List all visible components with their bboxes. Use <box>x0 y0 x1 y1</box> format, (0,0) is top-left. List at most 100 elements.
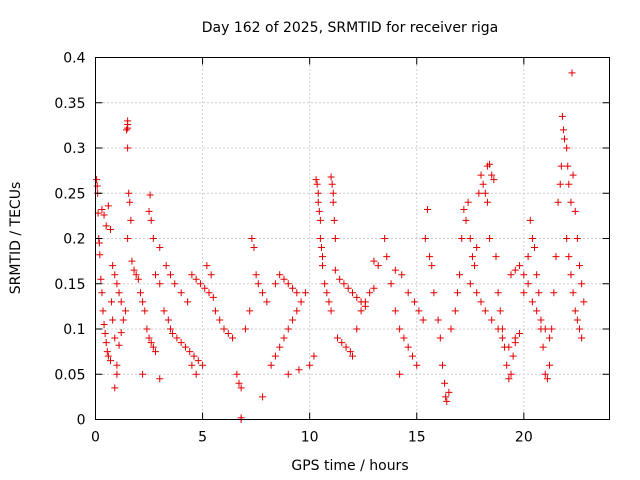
y-axis-label: SRMTID / TECUs <box>8 182 24 295</box>
data-point <box>192 370 200 378</box>
data-point <box>498 334 506 342</box>
data-point <box>434 316 442 324</box>
data-point <box>128 257 136 265</box>
data-point <box>564 162 572 170</box>
data-point <box>561 135 569 143</box>
data-point <box>111 334 119 342</box>
data-point <box>479 180 487 188</box>
data-series <box>93 69 588 423</box>
data-point <box>295 366 303 374</box>
data-point <box>229 334 237 342</box>
data-point <box>181 343 189 351</box>
data-point <box>220 325 228 333</box>
data-point <box>428 262 436 270</box>
data-point <box>408 352 416 360</box>
data-point <box>370 284 378 292</box>
data-point <box>166 271 174 279</box>
x-tick-label: 10 <box>301 430 319 446</box>
data-point <box>458 235 466 242</box>
data-point <box>323 289 331 297</box>
data-point <box>546 334 554 342</box>
data-point <box>124 117 132 125</box>
data-point <box>481 189 489 197</box>
data-point <box>156 244 164 252</box>
data-point <box>451 307 459 315</box>
data-point <box>130 266 138 274</box>
data-point <box>252 271 260 279</box>
data-point <box>235 379 243 387</box>
data-point <box>113 280 121 288</box>
data-point <box>126 198 134 206</box>
y-tick-label: 0.3 <box>63 141 85 157</box>
data-point <box>259 289 267 297</box>
data-point <box>494 325 502 333</box>
data-point <box>276 271 284 279</box>
data-point <box>289 316 297 324</box>
data-point <box>124 235 132 242</box>
data-point <box>188 361 196 369</box>
y-tick-label: 0.15 <box>54 277 85 293</box>
data-point <box>568 69 576 77</box>
data-point <box>550 289 558 297</box>
data-point <box>466 235 474 242</box>
data-point <box>329 189 337 197</box>
y-tick-label: 0 <box>77 413 86 429</box>
data-point <box>102 339 110 347</box>
x-tick-label: 5 <box>198 430 207 446</box>
data-point <box>124 144 132 152</box>
data-point <box>349 352 356 360</box>
data-point <box>539 343 547 351</box>
data-point <box>121 307 129 315</box>
data-point <box>330 216 338 224</box>
data-point <box>156 280 164 288</box>
data-point <box>486 235 494 242</box>
data-point <box>201 284 209 292</box>
data-point <box>293 307 301 315</box>
data-point <box>415 307 423 315</box>
data-point <box>447 325 455 333</box>
data-point <box>398 271 406 279</box>
data-point <box>98 289 106 297</box>
data-point <box>325 298 333 306</box>
data-point <box>188 271 196 279</box>
data-point <box>366 289 374 297</box>
data-point <box>109 316 117 324</box>
data-point <box>505 375 513 383</box>
data-point <box>334 334 342 342</box>
data-point <box>546 361 554 369</box>
data-point <box>327 173 335 181</box>
data-point <box>259 393 267 401</box>
data-point <box>488 316 496 324</box>
x-axis-label: GPS time / hours <box>291 458 408 474</box>
data-point <box>246 307 254 315</box>
data-point <box>104 352 112 360</box>
data-point <box>284 370 292 378</box>
data-point <box>535 289 543 297</box>
data-point <box>548 325 556 333</box>
data-point <box>430 289 438 297</box>
data-point <box>143 325 151 333</box>
data-point <box>511 339 519 347</box>
data-point <box>104 202 112 210</box>
data-point <box>524 253 532 261</box>
data-point <box>569 289 577 297</box>
data-point <box>396 370 404 378</box>
data-point <box>314 198 322 206</box>
data-point <box>289 284 297 292</box>
y-tick-label: 0.25 <box>54 186 85 202</box>
data-point <box>494 289 502 297</box>
data-point <box>400 334 408 342</box>
data-point <box>315 207 323 215</box>
data-point <box>115 341 123 349</box>
data-point <box>567 271 575 279</box>
data-point <box>271 280 279 288</box>
data-point <box>319 253 327 261</box>
data-point <box>328 180 336 188</box>
data-point <box>327 307 335 315</box>
data-point <box>156 375 164 383</box>
data-point <box>211 307 219 315</box>
data-point <box>95 239 103 247</box>
data-point <box>503 361 511 369</box>
data-point <box>516 262 524 270</box>
